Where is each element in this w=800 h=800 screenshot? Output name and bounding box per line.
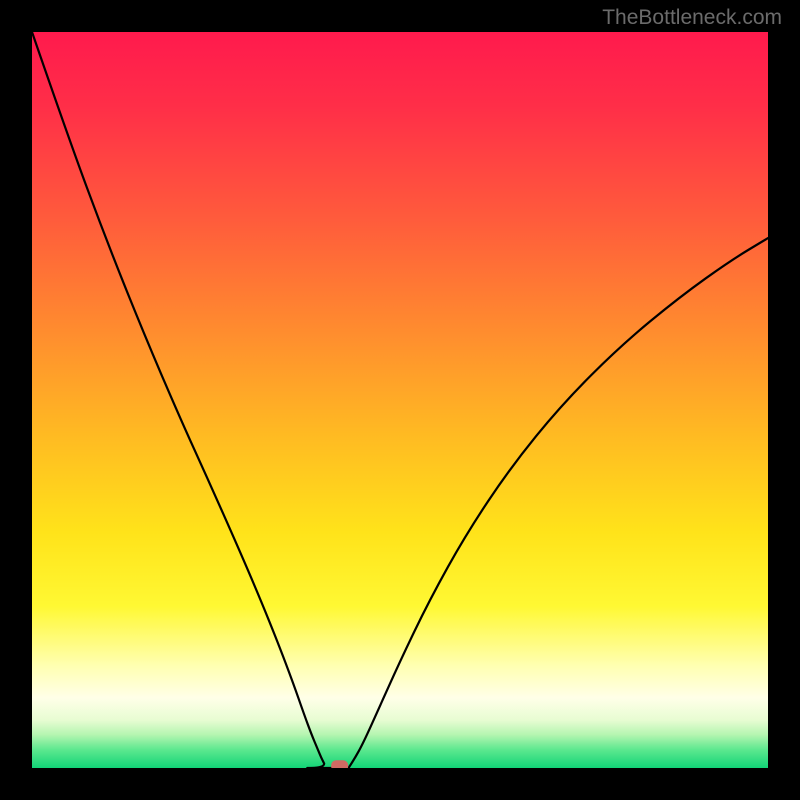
optimum-marker xyxy=(331,760,348,768)
watermark-text: TheBottleneck.com xyxy=(602,6,782,30)
chart-background xyxy=(32,32,768,768)
chart-plot-area xyxy=(32,32,768,768)
chart-svg xyxy=(32,32,768,768)
